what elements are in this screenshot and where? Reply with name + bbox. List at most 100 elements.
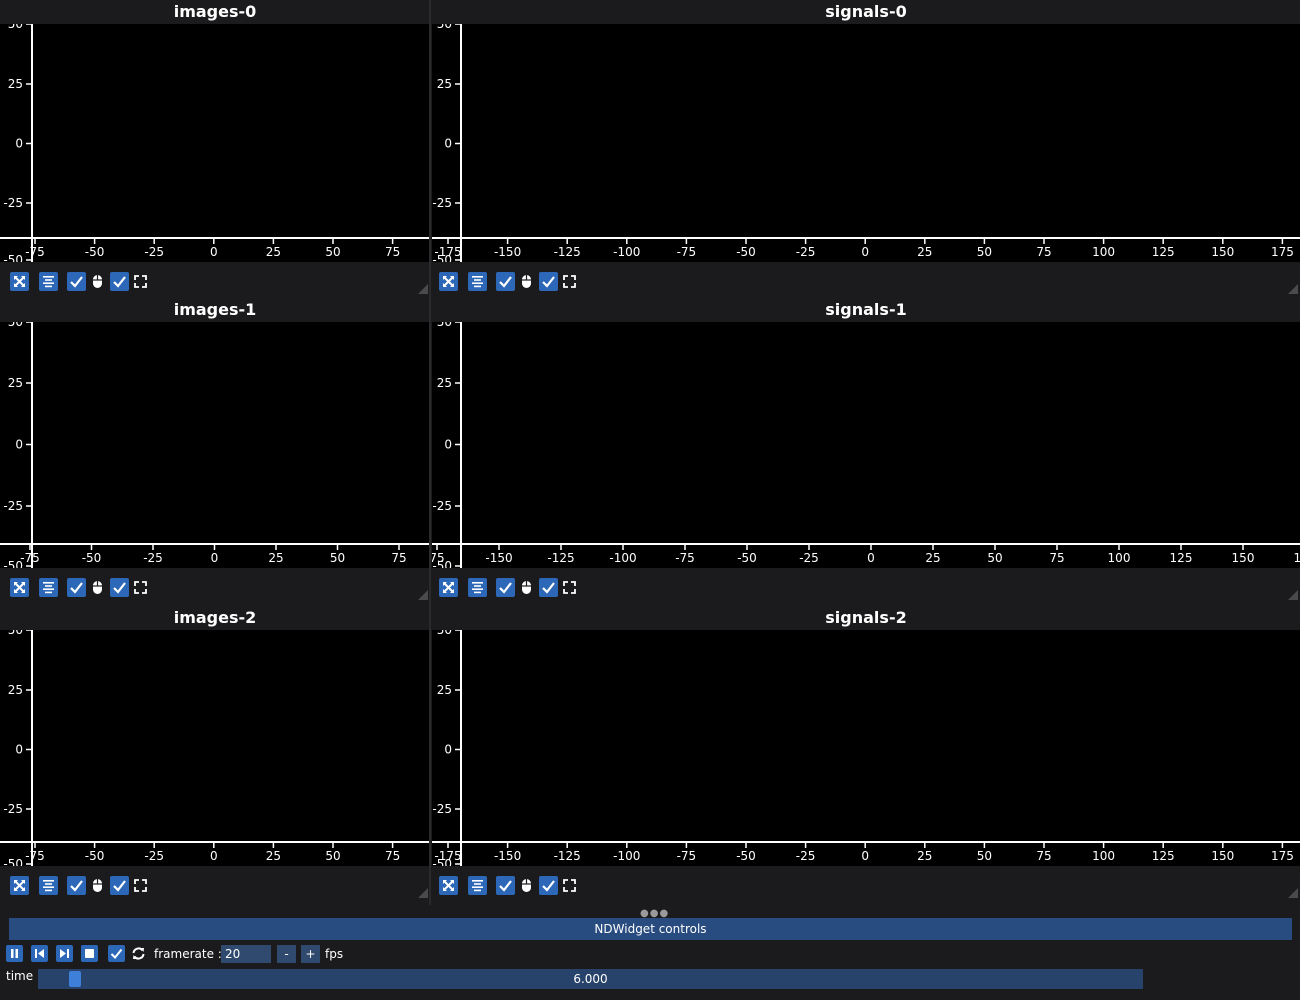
maintain-aspect-checkbox[interactable] (110, 272, 129, 291)
maintain-aspect-checkbox[interactable] (110, 876, 129, 895)
center-button[interactable] (39, 272, 58, 291)
resize-grip-icon[interactable] (1288, 284, 1298, 294)
x-tick-label: -150 (485, 551, 512, 565)
plot-canvas[interactable]: 50 25 0 -25 -50 -75 -50 -25 0 25 50 75 (0, 630, 430, 866)
stop-button[interactable] (81, 945, 98, 962)
fullscreen-button[interactable] (131, 272, 150, 291)
drag-handle-icon[interactable]: ●●● (640, 908, 670, 919)
fullscreen-button[interactable] (560, 876, 579, 895)
y-tick-label: 50 (437, 322, 452, 329)
time-slider-handle[interactable] (69, 971, 81, 987)
plot-canvas[interactable]: 50 25 0 -25 -50 -75 -50 -25 0 25 50 75 (0, 24, 430, 262)
plot-canvas[interactable]: 50 25 0 -25 -50 75 -150 -125 -100 -75 -50 -25 0 25 50 7… (432, 322, 1300, 568)
y-tick-label: -50 (432, 253, 452, 262)
framerate-decrement-button[interactable]: - (277, 945, 296, 963)
loop-checkbox[interactable] (108, 945, 125, 962)
pause-button[interactable] (6, 945, 23, 962)
maintain-aspect-checkbox[interactable] (539, 578, 558, 597)
maintain-aspect-checkbox[interactable] (110, 578, 129, 597)
y-tick-label: 25 (8, 376, 23, 390)
resize-grip-icon[interactable] (1288, 590, 1298, 600)
loop-icon (130, 945, 147, 962)
x-tick-label: -125 (554, 245, 581, 259)
auto-scale-checkbox[interactable] (67, 876, 86, 895)
x-tick-label: 100 (1108, 551, 1131, 565)
x-tick-label: 50 (977, 245, 992, 259)
y-tick-label: 50 (8, 24, 23, 31)
subplot-title: images-2 (0, 606, 430, 630)
center-button[interactable] (468, 272, 487, 291)
column-divider[interactable] (429, 0, 431, 905)
step-back-button[interactable] (31, 945, 48, 962)
center-button[interactable] (468, 876, 487, 895)
checkmark-icon (499, 880, 512, 892)
x-tick-label: 150 (1211, 849, 1234, 863)
x-tick-label: -75 (25, 849, 45, 863)
x-tick-label: 0 (867, 551, 875, 565)
x-tick-label: -75 (20, 551, 40, 565)
plot-canvas[interactable]: 50 25 0 -25 -50 -75 -50 -25 0 25 50 75 (0, 322, 430, 568)
x-tick-label: -75 (677, 849, 697, 863)
x-tick-label: 125 (1152, 245, 1175, 259)
fit-view-button[interactable] (10, 578, 29, 597)
fit-view-button[interactable] (439, 876, 458, 895)
center-icon (472, 582, 483, 594)
x-tick-label: 175 (1271, 849, 1294, 863)
framerate-increment-button[interactable]: + (301, 945, 320, 963)
resize-grip-icon[interactable] (418, 590, 428, 600)
fit-view-button[interactable] (10, 272, 29, 291)
auto-scale-checkbox[interactable] (67, 578, 86, 597)
auto-scale-checkbox[interactable] (496, 578, 515, 597)
x-tick-label: -150 (494, 849, 521, 863)
controls-header[interactable]: NDWidget controls (9, 918, 1292, 940)
fullscreen-button[interactable] (131, 876, 150, 895)
x-tick-label: 75 (432, 551, 445, 565)
center-button[interactable] (39, 578, 58, 597)
maintain-aspect-checkbox[interactable] (539, 272, 558, 291)
x-tick-label: 75 (385, 245, 400, 259)
subplot-images-2: images-2 50 25 0 -25 -50 -75 -50 -25 0 25 50 75 (0, 606, 430, 900)
mouse-icon (88, 272, 107, 291)
maintain-aspect-checkbox[interactable] (539, 876, 558, 895)
subplot-toolbar (0, 568, 430, 602)
x-tick-label: 50 (977, 849, 992, 863)
plot-canvas[interactable]: 50 25 0 -25 -50 -175 -150 -125 -100 -75 -50 -25 0 25 5… (432, 24, 1300, 262)
mouse-icon (93, 581, 102, 594)
checkmark-icon (542, 276, 555, 288)
auto-scale-checkbox[interactable] (496, 876, 515, 895)
plot-canvas[interactable]: 50 25 0 -25 -50 -175 -150 -125 -100 -75 -50 -25 0 25 5… (432, 630, 1300, 866)
fullscreen-icon (134, 879, 147, 892)
auto-scale-checkbox[interactable] (67, 272, 86, 291)
step-forward-button[interactable] (56, 945, 73, 962)
center-icon (472, 880, 483, 892)
time-slider[interactable]: 6.000 (38, 969, 1143, 989)
y-tick-label: 25 (437, 376, 452, 390)
resize-grip-icon[interactable] (1288, 888, 1298, 898)
resize-grip-icon[interactable] (418, 888, 428, 898)
fit-view-button[interactable] (439, 272, 458, 291)
fit-view-button[interactable] (10, 876, 29, 895)
framerate-input[interactable] (221, 945, 271, 963)
subplot-toolbar (432, 262, 1300, 296)
fullscreen-button[interactable] (131, 578, 150, 597)
x-tick-label: 75 (1036, 245, 1051, 259)
fullscreen-button[interactable] (560, 272, 579, 291)
y-tick-label: -50 (3, 253, 23, 262)
fullscreen-button[interactable] (560, 578, 579, 597)
framerate-label: framerate : (154, 947, 222, 961)
checkmark-icon (542, 880, 555, 892)
fit-view-button[interactable] (439, 578, 458, 597)
x-tick-label: 75 (385, 849, 400, 863)
x-tick-label: 100 (1092, 849, 1115, 863)
checkmark-icon (113, 276, 126, 288)
resize-grip-icon[interactable] (418, 284, 428, 294)
center-button[interactable] (468, 578, 487, 597)
auto-scale-checkbox[interactable] (496, 272, 515, 291)
y-tick-label: 50 (8, 322, 23, 329)
x-tick-label: 100 (1092, 245, 1115, 259)
center-button[interactable] (39, 876, 58, 895)
step-back-icon (35, 949, 44, 958)
fullscreen-icon (563, 581, 576, 594)
